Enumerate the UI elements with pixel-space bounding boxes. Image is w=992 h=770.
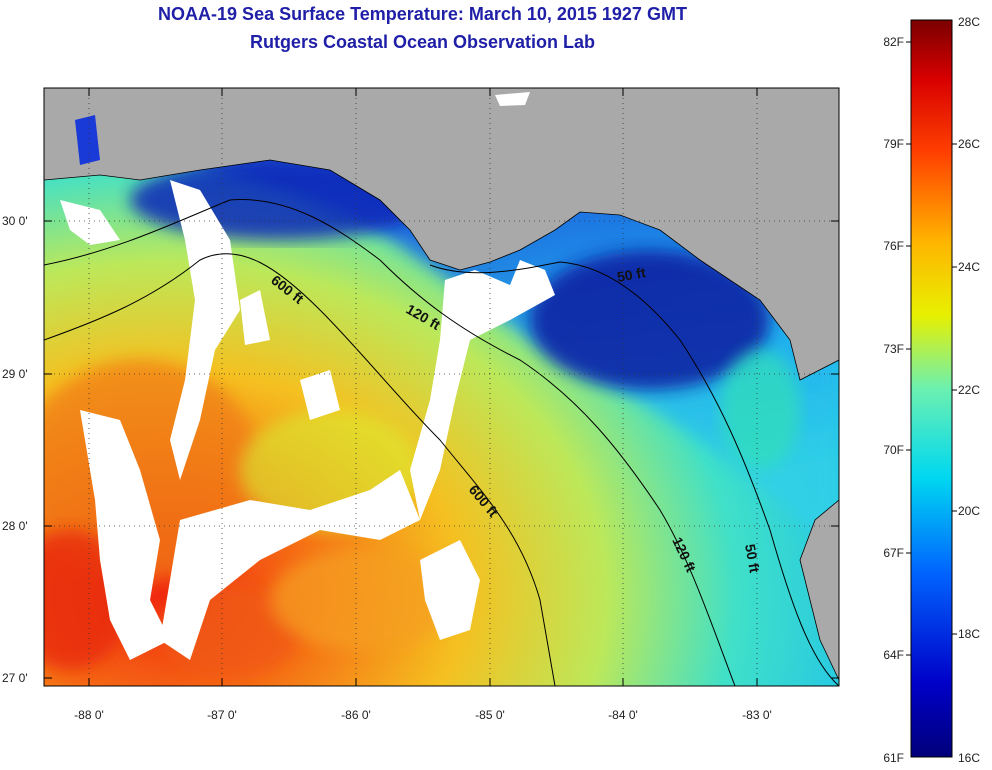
colorbar-f-label: 67F [883, 546, 904, 560]
colorbar-gradient [910, 19, 953, 758]
lon-label-84: -84 0' [608, 708, 638, 722]
colorbar-c-label: 16C [958, 751, 980, 765]
colorbar: 28C 26C 24C 22C 20C 18C 16C 82F 79F 76F … [883, 15, 980, 765]
lat-label-30: 30 0' [2, 214, 28, 228]
lon-label-86: -86 0' [341, 708, 371, 722]
lon-label-85: -85 0' [475, 708, 505, 722]
lat-label-27: 27 0' [2, 671, 28, 685]
contour-label-50-north: 50 ft [616, 264, 647, 285]
plot-frame [43, 87, 840, 687]
colorbar-f-label: 64F [883, 648, 904, 662]
colorbar-c-label: 20C [958, 504, 980, 518]
land-mass [44, 88, 839, 381]
cloud-mask [60, 180, 555, 660]
lon-label-87: -87 0' [207, 708, 237, 722]
sst-field: 600 ft 120 ft 50 ft 600 ft 120 ft 50 ft [44, 88, 839, 686]
bathymetry-contours [44, 199, 839, 686]
colorbar-f-label: 70F [883, 443, 904, 457]
colorbar-f-label: 79F [883, 137, 904, 151]
lon-label-83: -83 0' [742, 708, 772, 722]
colorbar-c-label: 26C [958, 137, 980, 151]
colorbar-c-label: 18C [958, 627, 980, 641]
colorbar-c-label: 28C [958, 15, 980, 29]
colorbar-c-label: 24C [958, 260, 980, 274]
lon-label-88: -88 0' [74, 708, 104, 722]
colorbar-c-label: 22C [958, 383, 980, 397]
lat-label-28: 28 0' [2, 519, 28, 533]
colorbar-f-label: 73F [883, 342, 904, 356]
axis-ticks [44, 88, 839, 686]
lat-label-29: 29 0' [2, 367, 28, 381]
colorbar-f-label: 61F [883, 751, 904, 765]
contour-label-50-south: 50 ft [742, 543, 763, 574]
colorbar-f-label: 76F [883, 239, 904, 253]
colorbar-f-label: 82F [883, 35, 904, 49]
map-subtitle: Rutgers Coastal Ocean Observation Lab [249, 32, 596, 52]
map-title: NOAA-19 Sea Surface Temperature: March 1… [158, 4, 687, 24]
